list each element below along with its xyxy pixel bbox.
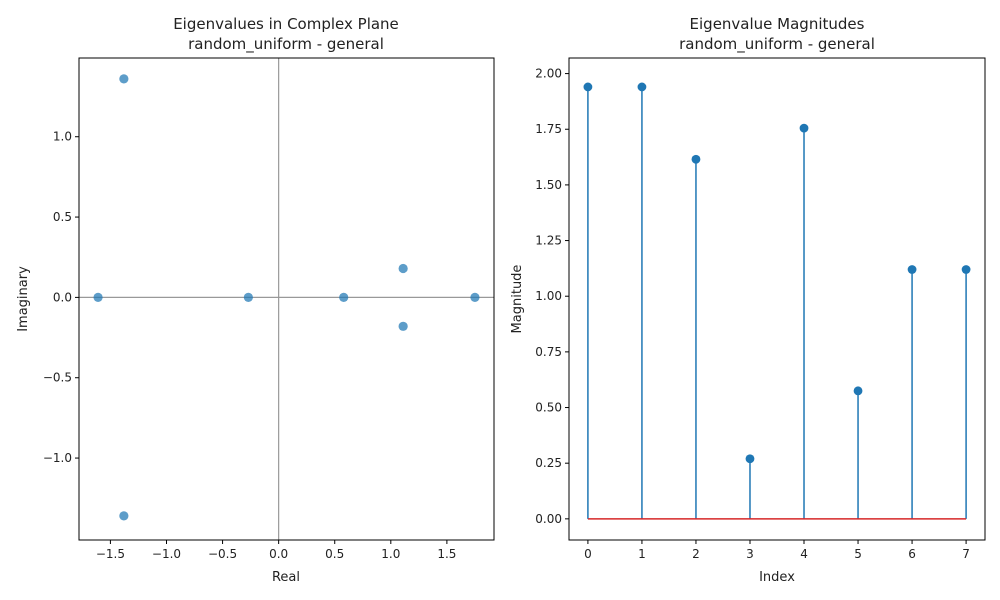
magnitude-marker (907, 265, 917, 274)
magnitude-panel: Eigenvalue Magnitudes random_uniform - g… (510, 15, 986, 585)
y-tick-label: −0.5 (43, 371, 72, 385)
x-tick-label: −1.5 (96, 547, 125, 561)
eigenvalue-point (398, 321, 408, 331)
eigenvalue-point (119, 74, 129, 84)
x-tick-label: 0.0 (269, 547, 288, 561)
x-tick-label: 1.5 (437, 547, 456, 561)
y-tick-label: 2.00 (535, 67, 562, 81)
magnitude-marker (637, 82, 647, 92)
magnitude-y-ticks: 0.00 0.25 0.50 0.75 1.00 1.25 1.50 1.75 2.00 (535, 67, 569, 526)
x-tick-label: 5 (854, 547, 862, 561)
x-tick-label: −0.5 (208, 547, 237, 561)
eigenvalue-point (119, 511, 129, 521)
complex-plane-y-ticks: −1.0 −0.5 0.0 0.5 1.0 (43, 130, 79, 465)
magnitude-title-line2: random_uniform - general (679, 35, 875, 54)
eigenvalue-point (243, 292, 253, 302)
x-tick-label: 3 (746, 547, 754, 561)
complex-plane-x-label: Real (272, 570, 300, 585)
eigenvalue-point (93, 292, 103, 302)
y-tick-label: 0.25 (535, 456, 562, 470)
x-tick-label: 7 (962, 547, 970, 561)
magnitude-marker (799, 123, 809, 133)
y-tick-label: 1.00 (535, 289, 562, 303)
magnitude-title-line1: Eigenvalue Magnitudes (690, 15, 865, 33)
complex-plane-y-label: Imaginary (16, 266, 31, 332)
magnitude-plot-area (583, 82, 971, 520)
x-tick-label: 0.5 (325, 547, 344, 561)
y-tick-label: 0.5 (53, 210, 72, 224)
y-tick-label: 0.0 (53, 290, 72, 304)
y-tick-label: 0.00 (535, 512, 562, 526)
x-tick-label: 0 (584, 547, 592, 561)
complex-plane-panel: Eigenvalues in Complex Plane random_unif… (16, 15, 495, 585)
complex-plane-frame (78, 57, 495, 541)
x-tick-label: 2 (692, 547, 700, 561)
magnitude-marker (745, 454, 755, 464)
complex-plane-plot-area (79, 58, 494, 540)
y-tick-label: 0.75 (535, 345, 562, 359)
y-tick-label: 1.50 (535, 178, 562, 192)
magnitude-x-label: Index (759, 570, 795, 585)
x-tick-label: 1.0 (381, 547, 400, 561)
magnitude-y-label: Magnitude (510, 265, 525, 334)
magnitude-marker (853, 386, 863, 396)
eigenvalue-point (398, 263, 408, 274)
y-tick-label: 1.25 (535, 234, 562, 248)
magnitude-marker (583, 82, 593, 92)
x-tick-label: −1.0 (152, 547, 181, 561)
complex-plane-title-line2: random_uniform - general (188, 35, 384, 54)
eigenvalue-point (470, 292, 480, 302)
x-tick-label: 4 (800, 547, 808, 561)
x-tick-label: 1 (638, 547, 646, 561)
magnitude-marker (691, 154, 701, 164)
eigenvalue-point (339, 292, 349, 302)
y-tick-label: −1.0 (43, 451, 72, 465)
y-tick-label: 0.50 (535, 401, 562, 415)
x-tick-label: 6 (908, 547, 916, 561)
magnitude-frame (568, 57, 986, 541)
y-tick-label: 1.75 (535, 122, 562, 136)
magnitude-x-ticks: 0 1 2 3 4 5 6 7 (584, 540, 970, 561)
complex-plane-x-ticks: −1.5 −1.0 −0.5 0.0 0.5 1.0 1.5 (96, 540, 456, 561)
magnitude-marker (961, 265, 971, 274)
complex-plane-title-line1: Eigenvalues in Complex Plane (173, 15, 399, 33)
y-tick-label: 1.0 (53, 130, 72, 144)
